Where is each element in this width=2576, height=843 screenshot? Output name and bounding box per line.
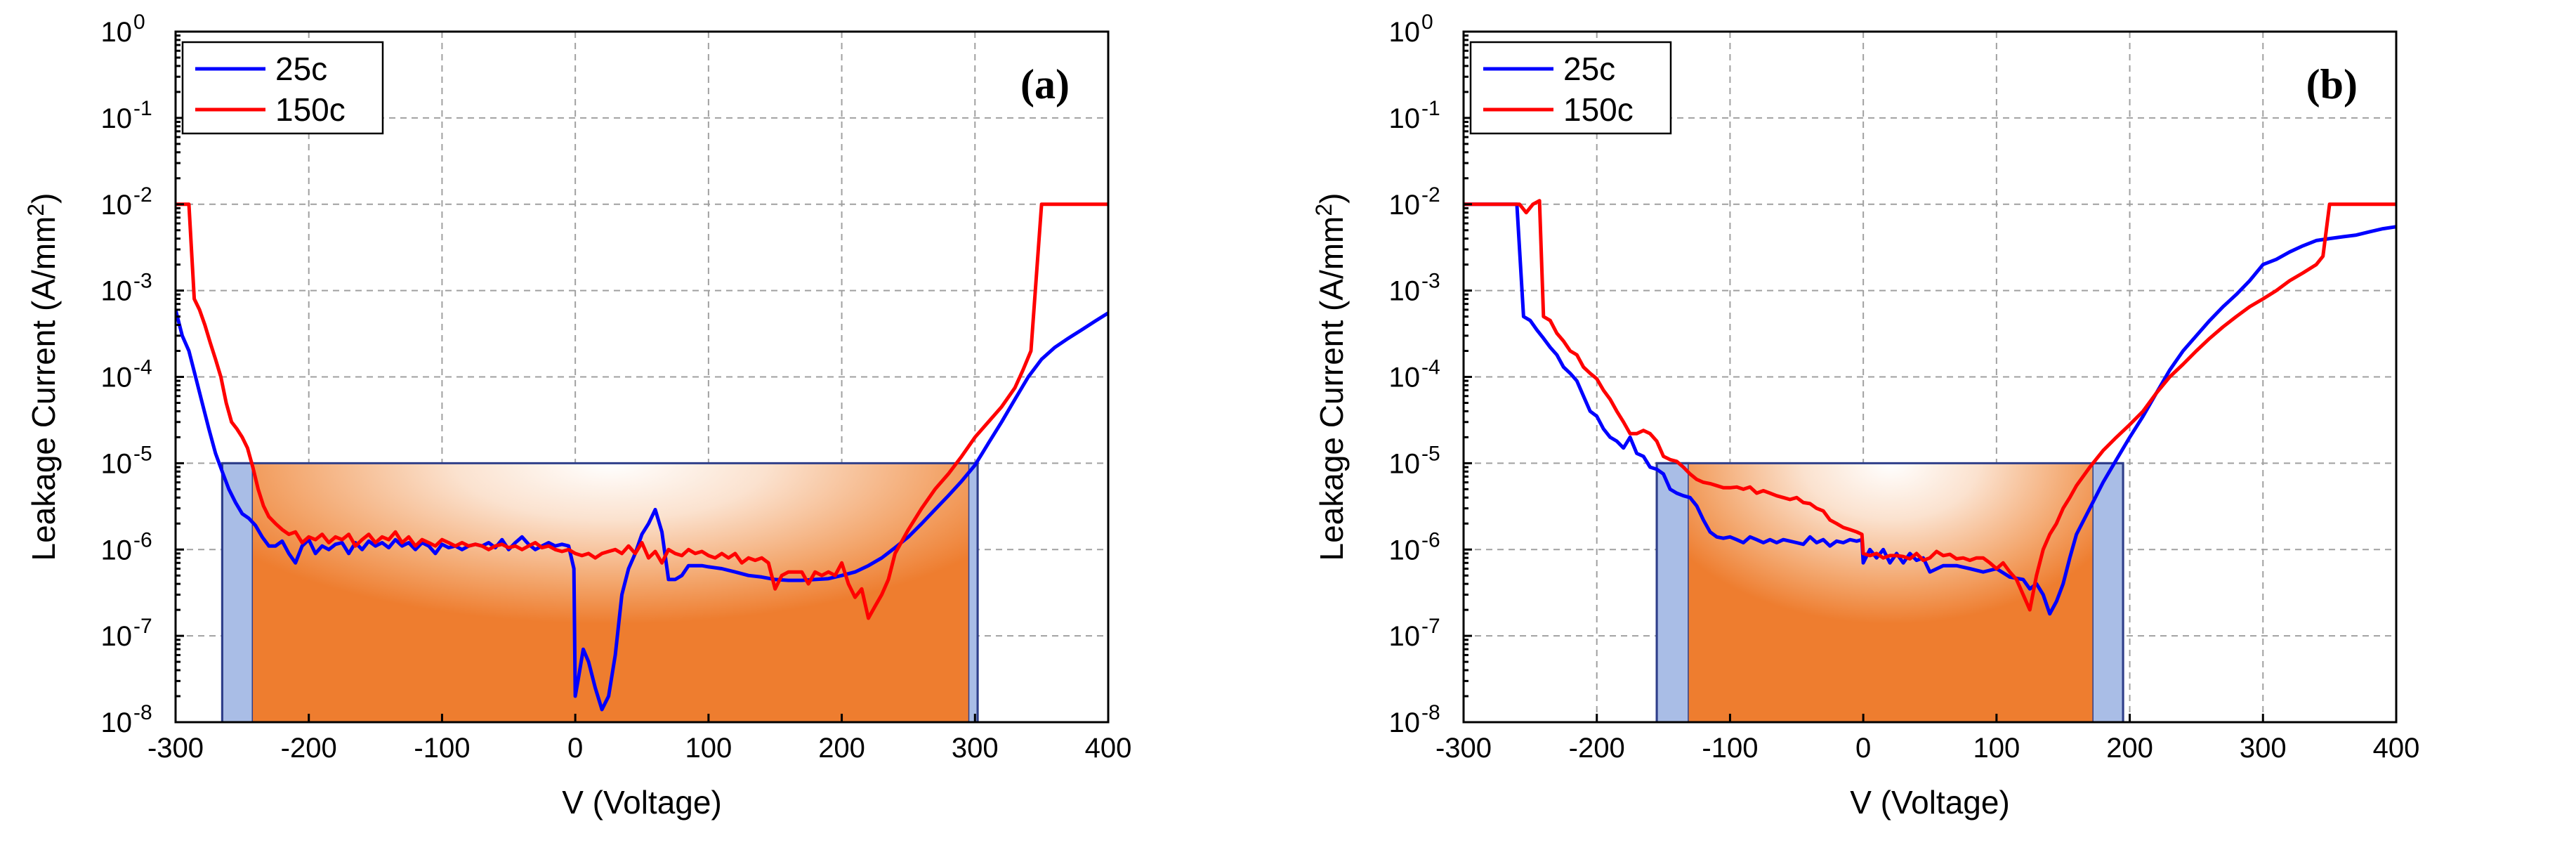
- y-tick-exponent: -3: [1421, 270, 1440, 293]
- x-tick-label: -300: [147, 733, 204, 764]
- legend-label-150c: 150c: [275, 91, 346, 128]
- series-line-150c: [1464, 199, 2396, 612]
- legend-label-25c: 25c: [275, 51, 327, 87]
- x-tick-label: 400: [1085, 733, 1132, 764]
- y-tick-label: 10: [101, 448, 133, 479]
- series-line-25c: [1464, 202, 2396, 616]
- x-tick-label: 200: [818, 733, 865, 764]
- y-tick-label: 10: [101, 17, 133, 48]
- series-group: [1464, 199, 2396, 616]
- y-axis-title: Leakage Current (A/mm2): [23, 193, 62, 561]
- legend: 25c 150c: [181, 41, 384, 135]
- y-tick-exponent: -5: [1421, 442, 1440, 465]
- y-tick-label: 10: [1389, 276, 1421, 307]
- y-tick-label: 10: [1389, 362, 1421, 393]
- y-tick-label: 10: [1389, 535, 1421, 566]
- series-line-150c: [176, 202, 1108, 620]
- y-axis-title: Leakage Current (A/mm2): [1311, 193, 1350, 561]
- y-tick-label: 10: [1389, 190, 1421, 221]
- x-tick-label: -200: [1569, 733, 1625, 764]
- y-tick-label: 10: [1389, 103, 1421, 134]
- x-tick-label: -100: [414, 733, 470, 764]
- series-group: [176, 202, 1108, 712]
- y-tick-label: 10: [1389, 17, 1421, 48]
- y-tick-label: 10: [1389, 448, 1421, 479]
- highlight-region: [221, 462, 979, 724]
- y-tick-label: 10: [101, 276, 133, 307]
- x-tick-label: 300: [2240, 733, 2287, 764]
- y-tick-label: 10: [101, 103, 133, 134]
- y-tick-label: 10: [101, 535, 133, 566]
- legend-box: [181, 41, 384, 135]
- y-tick-exponent: -7: [1421, 615, 1440, 638]
- series-line-25c: [176, 309, 1108, 712]
- panel-label: (b): [2306, 61, 2358, 107]
- x-tick-label: -300: [1435, 733, 1492, 764]
- right-band: [2091, 462, 2124, 724]
- y-tick-exponent: -6: [133, 528, 152, 551]
- highlight-region: [1655, 462, 2124, 724]
- y-tick-exponent: -4: [1421, 356, 1440, 379]
- chart-panel-b: -300 -200 -100 0 100 200 300 400 V (Voltage) 10 -8…: [1288, 0, 2576, 843]
- y-tick-label: 10: [1389, 707, 1421, 738]
- y-tick-exponent: -2: [133, 183, 152, 207]
- chart-panel-a: -300 -200 -100 0 100 200 300 400 V (Voltage) 10 -8…: [23, 11, 1131, 821]
- y-tick-label: 10: [101, 190, 133, 221]
- y-tick-label: 10: [101, 362, 133, 393]
- y-tick-exponent: -6: [1421, 528, 1440, 551]
- y-tick-exponent: -8: [133, 701, 152, 724]
- x-tick-label: 100: [685, 733, 732, 764]
- x-axis-title: V (Voltage): [562, 784, 722, 821]
- x-tick-label: 300: [952, 733, 999, 764]
- y-tick-exponent: -4: [133, 356, 152, 379]
- y-tick-exponent: -2: [1421, 183, 1440, 207]
- x-tick-label: 0: [1855, 733, 1871, 764]
- left-band: [1655, 462, 1690, 724]
- x-tick-label: 100: [1973, 733, 2020, 764]
- x-axis: -300 -200 -100 0 100 200 300 400: [147, 714, 1131, 764]
- x-axis-title: V (Voltage): [1850, 784, 2010, 821]
- y-tick-exponent: -7: [133, 615, 152, 638]
- x-axis: -300 -200 -100 0 100 200 300 400: [1435, 714, 2419, 764]
- legend-label-25c: 25c: [1563, 51, 1615, 87]
- x-tick-label: 0: [567, 733, 583, 764]
- y-tick-label: 10: [1389, 621, 1421, 652]
- x-tick-label: -200: [281, 733, 337, 764]
- legend-box: [1469, 41, 1672, 135]
- right-band: [967, 462, 979, 724]
- y-tick-exponent: -3: [133, 270, 152, 293]
- y-tick-exponent: -8: [1421, 701, 1440, 724]
- panel-label: (a): [1020, 61, 1070, 107]
- y-tick-exponent: 0: [133, 11, 145, 34]
- y-tick-exponent: -5: [133, 442, 152, 465]
- y-tick-label: 10: [101, 621, 133, 652]
- x-tick-label: 400: [2373, 733, 2420, 764]
- x-tick-label: -100: [1702, 733, 1758, 764]
- left-band: [221, 462, 254, 724]
- x-tick-label: 200: [2106, 733, 2153, 764]
- y-tick-label: 10: [101, 707, 133, 738]
- y-tick-exponent: 0: [1421, 11, 1433, 34]
- y-tick-exponent: -1: [133, 97, 152, 120]
- hotspot-fill: [1688, 463, 2093, 722]
- y-tick-exponent: -1: [1421, 97, 1440, 120]
- legend: 25c 150c: [1469, 41, 1672, 135]
- legend-label-150c: 150c: [1563, 91, 1634, 128]
